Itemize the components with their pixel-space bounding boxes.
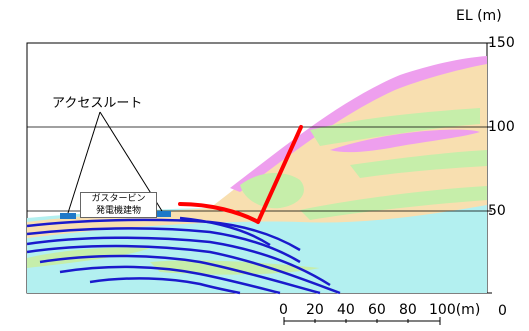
pink-seam — [330, 129, 480, 153]
scale-label-100: 100(m) — [429, 302, 481, 318]
slip-surface-line — [178, 125, 303, 224]
thin-blue-layers — [26, 216, 341, 295]
building-label-line1: ガスタービン — [91, 194, 146, 204]
green-lens-3 — [350, 150, 487, 178]
sea-region — [27, 205, 487, 293]
scale-label-60: 60 — [368, 302, 386, 318]
scale-label-80: 80 — [399, 302, 417, 318]
building-right — [155, 211, 171, 217]
access-route-label: アクセスルート — [52, 96, 143, 111]
tick-50: 50 — [488, 203, 506, 219]
tick-100: 100 — [488, 119, 515, 135]
leader-line-left — [67, 111, 101, 214]
elevation-unit-label: EL (m) — [456, 8, 502, 24]
scale-label-40: 40 — [337, 302, 355, 318]
building-label-line2: 発電機建物 — [95, 206, 141, 216]
green-lens-4 — [300, 186, 487, 220]
tick-0: 0 — [498, 303, 507, 319]
tick-150: 150 — [488, 35, 515, 51]
scale-label-20: 20 — [306, 302, 324, 318]
building-left — [60, 213, 76, 219]
scale-bar — [283, 317, 441, 325]
building-label: ガスタービン 発電機建物 — [80, 192, 157, 218]
sand-layer — [27, 60, 487, 238]
scale-label-0: 0 — [279, 302, 288, 318]
